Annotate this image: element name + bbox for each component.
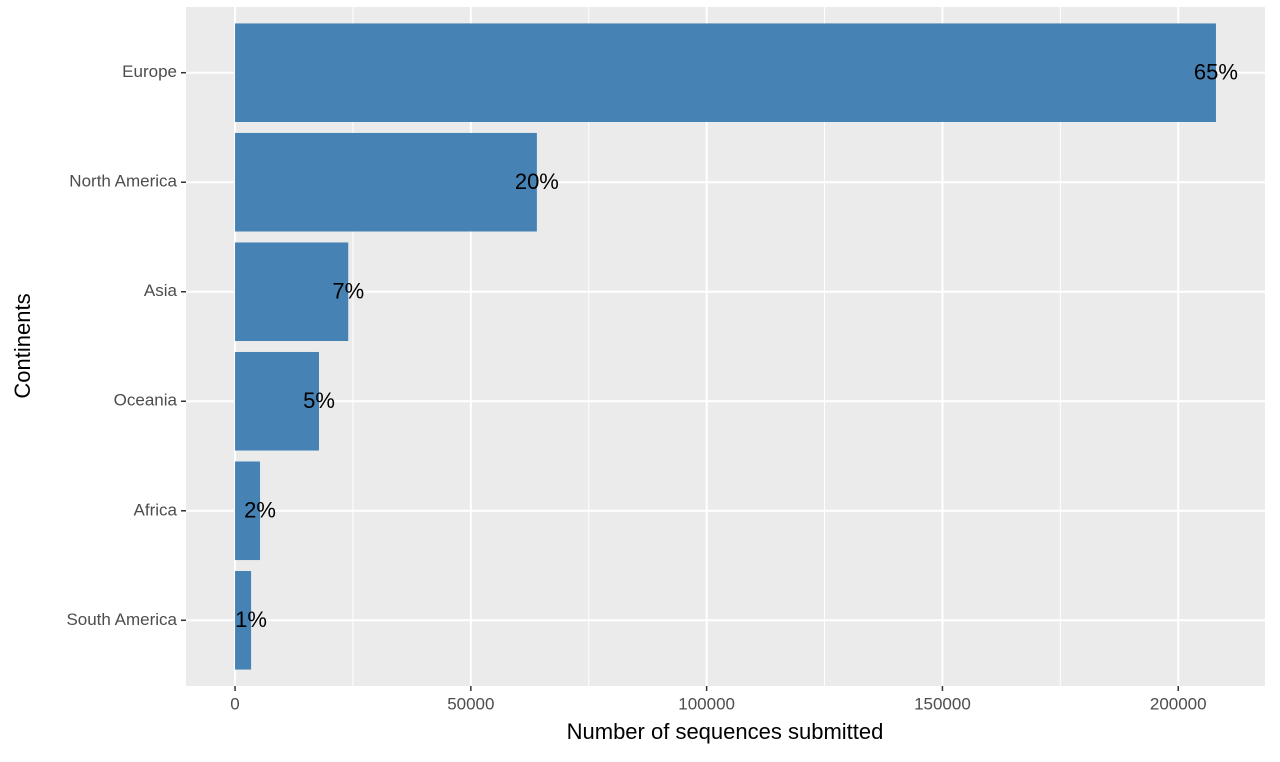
bar [235,571,252,670]
data-label: 20% [515,169,559,194]
x-tick-label: 100000 [678,694,735,713]
x-tick-label: 150000 [914,694,971,713]
data-label: 2% [244,498,276,523]
x-tick-label: 50000 [447,694,494,713]
y-tick-label: Africa [134,500,178,519]
y-tick-label: Asia [144,281,178,300]
bar [235,351,319,451]
x-tick-label: 200000 [1150,694,1207,713]
bar [235,23,1216,122]
bar [235,132,537,232]
x-tick-label: 0 [230,694,239,713]
y-tick-label: Europe [122,62,177,81]
y-tick-label: North America [69,172,177,191]
data-label: 1% [235,607,267,632]
y-tick-label: South America [66,610,177,629]
y-tick-label: Oceania [114,391,178,410]
data-label: 5% [303,388,335,413]
bar [235,461,261,561]
data-label: 7% [332,279,364,304]
bar [235,242,349,342]
x-axis-title: Number of sequences submitted [567,719,884,744]
data-label: 65% [1194,60,1238,85]
y-axis-title: Continents [10,293,35,398]
